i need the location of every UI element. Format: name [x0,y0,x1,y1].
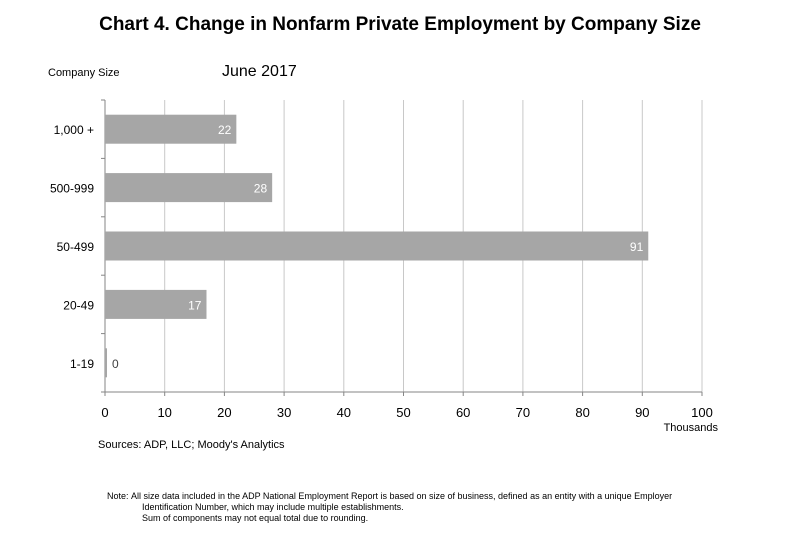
x-tick-label: 0 [101,405,108,420]
x-tick-label: 20 [217,405,231,420]
category-axis-caption: Company Size [48,67,120,79]
x-tick-label: 60 [456,405,470,420]
note-line: Identification Number, which may include… [142,502,404,512]
x-tick-label: 100 [691,405,713,420]
bar [105,173,273,203]
x-tick-label: 70 [516,405,530,420]
note-label: Note: [107,491,129,501]
data-label: 17 [188,298,202,312]
bar [105,114,237,144]
x-axis-title: Thousands [664,422,719,434]
data-label: 22 [218,123,232,137]
category-label: 1-19 [70,357,94,371]
data-label: 91 [630,240,644,254]
note-line: Sum of components may not equal total du… [142,513,369,523]
data-label: 28 [254,182,268,196]
bar [105,348,107,378]
category-label: 1,000 + [54,123,94,137]
x-tick-label: 40 [337,405,351,420]
note-line: All size data included in the ADP Nation… [131,491,673,501]
category-label: 20-49 [63,298,94,312]
x-tick-label: 10 [157,405,171,420]
bar [105,231,649,261]
x-tick-label: 30 [277,405,291,420]
category-label: 500-999 [50,182,94,196]
bar [105,289,207,319]
chart-subtitle: June 2017 [222,63,297,80]
category-label: 50-499 [57,240,95,254]
chart-title: Chart 4. Change in Nonfarm Private Emplo… [99,14,701,35]
sources-text: Sources: ADP, LLC; Moody's Analytics [98,439,285,451]
x-tick-label: 50 [396,405,410,420]
note-block: Note: All size data included in the ADP … [107,491,747,524]
data-label: 0 [112,357,119,371]
x-tick-label: 80 [575,405,589,420]
x-tick-label: 90 [635,405,649,420]
